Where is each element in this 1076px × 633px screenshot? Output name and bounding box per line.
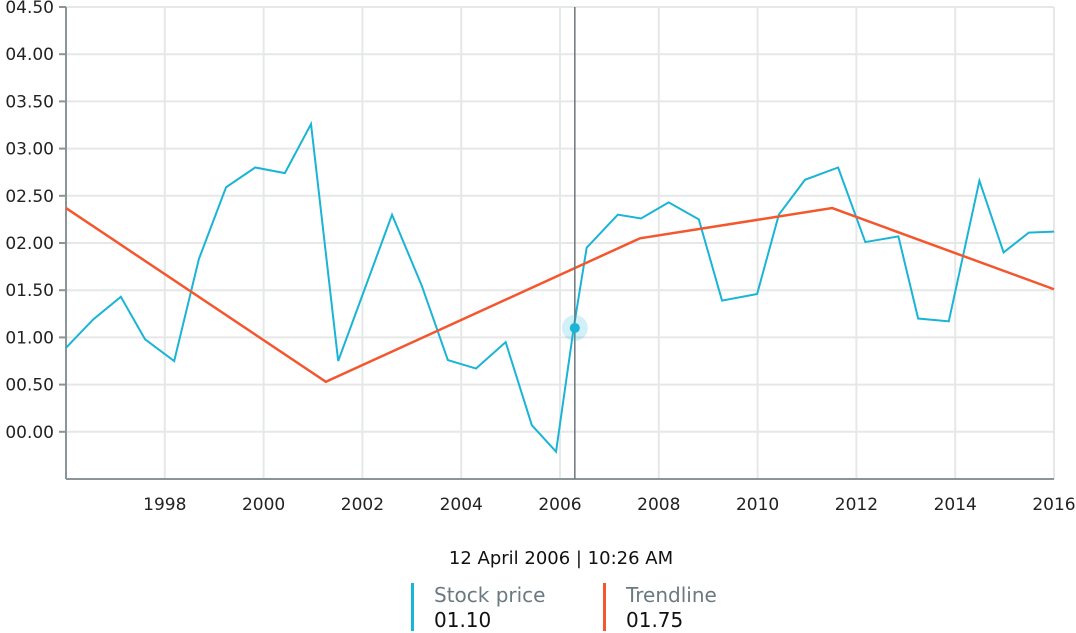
trendline-line <box>65 206 1055 384</box>
x-tick-label: 2010 <box>736 495 779 515</box>
x-tick-label: 2004 <box>440 495 483 515</box>
y-tick-label: 03.00 <box>5 140 54 160</box>
y-tick-label: 02.50 <box>5 187 54 207</box>
legend-value: 01.75 <box>626 608 684 632</box>
y-tick-label: 00.00 <box>5 423 54 443</box>
legend-value: 01.10 <box>434 608 492 632</box>
hover-point <box>569 322 580 333</box>
y-tick-label: 01.50 <box>5 281 54 301</box>
x-tick-label: 2002 <box>341 495 384 515</box>
y-tick-label: 00.50 <box>5 376 54 396</box>
y-tick-label: 02.00 <box>5 234 54 254</box>
legend-label: Trendline <box>626 583 717 607</box>
legend-label: Stock price <box>434 583 546 607</box>
legend-trendline: Trendline 01.75 <box>603 583 717 632</box>
x-tick-label: 1998 <box>143 495 186 515</box>
legend-stock-price: Stock price 01.10 <box>411 583 546 632</box>
x-tick-label: 2006 <box>538 495 581 515</box>
y-tick-label: 04.00 <box>5 45 54 65</box>
x-tick-label: 2008 <box>637 495 680 515</box>
y-tick-label: 01.00 <box>5 328 54 348</box>
line-chart: 00.00 00.50 01.00 01.50 02.00 02.50 03.00 03.50… <box>5 0 1075 515</box>
x-tick-label: 2000 <box>242 495 285 515</box>
x-tick-label: 2016 <box>1032 495 1075 515</box>
x-tick-label: 2012 <box>835 495 878 515</box>
tooltip-datetime: 12 April 2006 | 10:26 AM <box>448 548 674 569</box>
x-tick-label: 2014 <box>934 495 977 515</box>
y-tick-label: 04.50 <box>5 0 54 18</box>
y-tick-label: 03.50 <box>5 92 54 112</box>
